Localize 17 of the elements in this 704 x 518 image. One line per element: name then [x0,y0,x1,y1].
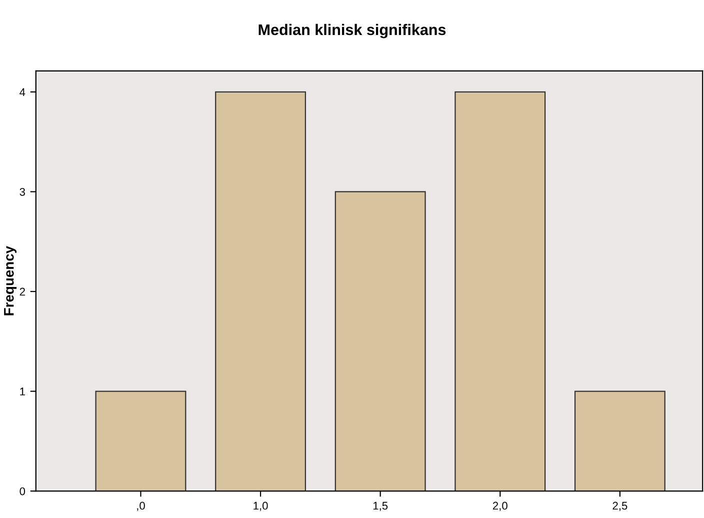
bar [334,191,426,492]
x-tick-label: ,0 [137,502,145,511]
x-tick-label: 2,5 [612,502,628,511]
y-tick-label: 0 [20,487,26,496]
bar [454,91,546,492]
chart-title: Median klinisk signifikans [258,24,446,38]
y-tick-label: 1 [20,388,25,396]
y-tick-label: 2 [20,288,25,296]
y-tick-label: 4 [20,88,26,96]
x-tick-label: 1,0 [254,502,268,511]
y-axis-title: Frequency [4,246,17,316]
bar [574,390,666,492]
x-tick-label: 1,5 [373,502,388,511]
x-tick-label: 2,0 [492,502,508,511]
y-tick-label: 3 [20,188,25,196]
bar [95,390,186,492]
bar [215,91,306,492]
